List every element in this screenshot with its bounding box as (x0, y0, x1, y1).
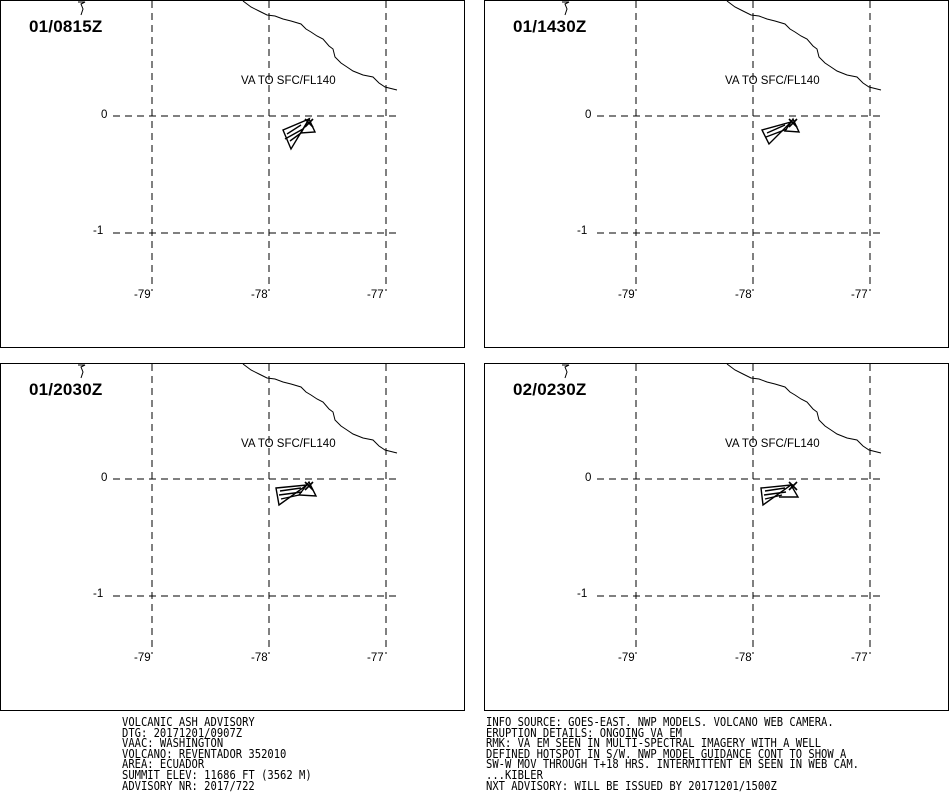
lon-label-79: -79 (618, 652, 635, 664)
x-mark-icon (788, 118, 798, 128)
lon-label-79: -79 (618, 289, 635, 301)
advisory-title: VOLCANIC ASH ADVISORY (122, 714, 255, 729)
info-source: INFO SOURCE: GOES-EAST. NWP MODELS. VOLC… (486, 714, 834, 729)
advisory-dtg: DTG: 20171201/0907Z (122, 724, 243, 740)
lon-label-78: -78 (251, 289, 268, 301)
va-level-label: VA TO SFC/FL140 (725, 438, 820, 450)
x-mark-icon (304, 118, 314, 128)
lon-label-78: -78 (735, 652, 752, 664)
forecaster-signature: ...KIBLER (486, 766, 543, 782)
advisory-remarks-block: INFO SOURCE: GOES-EAST. NWP MODELS. VOLC… (486, 714, 930, 793)
coast-squiggle-icon (562, 1, 570, 16)
coastline (242, 1, 398, 91)
next-advisory: NXT ADVISORY: WILL BE ISSUED BY 20171201… (486, 777, 777, 793)
va-level-label: VA TO SFC/FL140 (725, 75, 820, 87)
graticule (113, 364, 399, 654)
advisory-volcano: VOLCANO: REVENTADOR 352010 (122, 745, 287, 761)
lon-label-78: -78 (251, 652, 268, 664)
x-mark-icon (788, 481, 798, 491)
lon-label-77: -77 (367, 652, 384, 664)
coastline (726, 1, 882, 91)
lat-label-minus1: -1 (93, 588, 104, 600)
lon-label-79: -79 (134, 652, 151, 664)
x-mark-icon (304, 481, 314, 491)
remarks-line-1: RMK: VA EM SEEN IN MULTI-SPECTRAL IMAGER… (486, 735, 822, 751)
map-svg-1 (78, 1, 399, 291)
lon-label-78: -78 (735, 289, 752, 301)
lon-label-79: -79 (134, 289, 151, 301)
graticule (597, 364, 883, 654)
lon-label-77: -77 (851, 652, 868, 664)
lon-label-77: -77 (851, 289, 868, 301)
map-panel-3: 01/2030Z VA TO SFC/FL140 0 -1 -79 -78 -7… (0, 363, 465, 711)
panel-time-label: 01/0815Z (29, 17, 103, 36)
panel-time-label: 01/1430Z (513, 17, 587, 36)
advisory-area: AREA: ECUADOR (122, 756, 205, 772)
map-svg-3 (78, 364, 399, 654)
va-level-label: VA TO SFC/FL140 (241, 75, 336, 87)
lat-label-0: 0 (101, 472, 108, 484)
map-panel-4: 02/0230Z VA TO SFC/FL140 0 -1 -79 -78 -7… (484, 363, 949, 711)
va-level-label: VA TO SFC/FL140 (241, 438, 336, 450)
coastline (242, 364, 398, 454)
coastline (726, 364, 882, 454)
advisory-number: ADVISORY NR: 2017/722 (122, 777, 255, 793)
lon-label-77: -77 (367, 289, 384, 301)
ash-cloud-polygon-icon (760, 484, 800, 507)
panel-time-label: 01/2030Z (29, 380, 103, 399)
advisory-summit-elev: SUMMIT ELEV: 11686 FT (3562 M) (122, 766, 312, 782)
eruption-details: ERUPTION DETAILS: ONGOING VA EM (486, 724, 682, 740)
coast-squiggle-icon (562, 364, 570, 379)
panel-time-label: 02/0230Z (513, 380, 587, 399)
advisory-header-block: VOLCANIC ASH ADVISORY DTG: 20171201/0907… (122, 714, 348, 793)
lat-label-0: 0 (101, 109, 108, 121)
lat-label-minus1: -1 (93, 225, 104, 237)
map-svg-4 (562, 364, 883, 654)
advisory-vaac: VAAC: WASHINGTON (122, 735, 224, 751)
map-svg-2 (562, 1, 883, 291)
lat-label-0: 0 (585, 472, 592, 484)
map-panel-2: 01/1430Z VA TO SFC/FL140 0 -1 -79 -78 -7… (484, 0, 949, 348)
remarks-line-3: SW-W MOV THROUGH T+18 HRS. INTERMITTENT … (486, 756, 859, 772)
graticule (597, 1, 883, 291)
remarks-line-2: DEFINED HOTSPOT IN S/W. NWP MODEL GUIDAN… (486, 745, 847, 761)
lat-label-0: 0 (585, 109, 592, 121)
graticule (113, 1, 399, 291)
map-panel-1: 01/0815Z VA TO SFC/FL140 0 -1 -79 -78 -7… (0, 0, 465, 348)
coast-squiggle-icon (78, 364, 86, 379)
lat-label-minus1: -1 (577, 588, 588, 600)
coast-squiggle-icon (78, 1, 86, 16)
lat-label-minus1: -1 (577, 225, 588, 237)
